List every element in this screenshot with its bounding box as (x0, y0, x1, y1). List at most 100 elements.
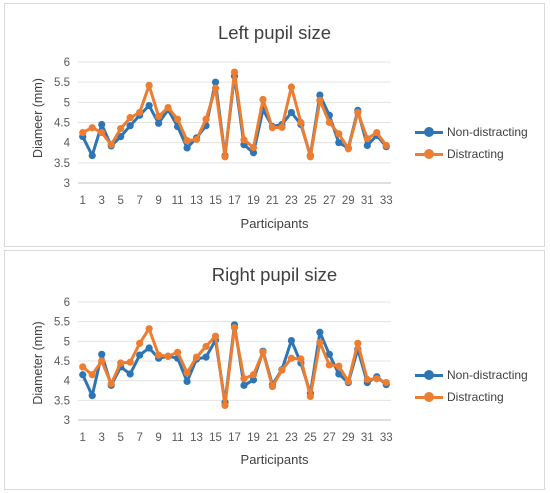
data-point (344, 145, 352, 153)
x-axis-label: Participants (240, 452, 309, 467)
data-point (287, 83, 296, 91)
x-tick-label: 29 (342, 195, 355, 207)
data-point (202, 353, 210, 361)
x-tick-label: 11 (172, 432, 184, 444)
data-point (79, 371, 87, 379)
legend-swatch (415, 148, 443, 160)
y-tick-label: 6 (64, 297, 70, 309)
data-point (145, 81, 153, 89)
data-point (79, 128, 87, 137)
y-tick-label: 5 (64, 336, 70, 348)
data-point (240, 136, 248, 144)
data-point (297, 355, 305, 363)
data-point (240, 375, 248, 383)
chart-title: Right pupil size (211, 264, 338, 285)
y-tick-label: 3 (64, 178, 70, 190)
x-tick-label: 15 (209, 195, 222, 207)
legend-item-distracting: Distracting (415, 143, 528, 165)
y-tick-label: 5.5 (54, 77, 70, 89)
x-tick-label: 11 (172, 195, 184, 207)
x-tick-label: 17 (228, 432, 241, 444)
data-point (240, 381, 248, 389)
data-point (173, 115, 182, 123)
data-point (183, 369, 191, 377)
data-point (249, 143, 258, 152)
data-point (268, 382, 277, 391)
data-point (88, 151, 96, 160)
data-point (164, 352, 172, 360)
data-point (278, 123, 286, 131)
x-tick-label: 9 (155, 195, 161, 207)
data-point (287, 108, 296, 117)
data-point (316, 338, 324, 347)
data-point (98, 357, 106, 365)
left-pupil-chart: Left pupil size Diameer (mm) 3 3.5 4 4.5 5 5.… (4, 3, 545, 247)
data-point (183, 377, 191, 386)
data-point (126, 370, 134, 378)
data-point (211, 332, 220, 340)
x-tick-label: 5 (117, 432, 123, 444)
data-point (249, 376, 258, 384)
data-point (145, 344, 153, 352)
data-point (230, 323, 239, 332)
data-point (155, 351, 163, 359)
data-point (335, 130, 343, 138)
legend-label: Distracting (447, 390, 504, 404)
x-tick-label: 29 (342, 432, 355, 444)
data-point (192, 135, 201, 144)
y-tick-label: 3.5 (54, 395, 70, 407)
data-point (325, 361, 333, 369)
data-point (88, 371, 96, 379)
data-point (354, 339, 362, 347)
data-point (306, 392, 314, 400)
data-point (126, 358, 134, 366)
y-tick-label: 6 (64, 57, 70, 69)
data-point (363, 375, 371, 384)
y-tick-label: 4.5 (54, 356, 70, 368)
data-point (259, 95, 267, 104)
data-point (325, 118, 333, 127)
data-point (373, 375, 381, 383)
x-tick-label: 3 (99, 432, 105, 444)
data-point (297, 118, 305, 127)
x-tick-label: 7 (136, 195, 142, 207)
legend-item-non-distracting: Non-distracting (415, 121, 528, 143)
x-tick-label: 13 (190, 195, 203, 207)
legend-swatch (415, 391, 443, 403)
data-point (79, 363, 87, 371)
x-tick-label: 27 (323, 195, 336, 207)
data-point (98, 120, 106, 129)
data-point (202, 115, 210, 123)
y-tick-label: 5.5 (54, 317, 70, 329)
x-tick-label: 15 (209, 432, 222, 444)
data-point (136, 351, 144, 359)
data-point (126, 114, 134, 122)
data-point (335, 139, 343, 147)
x-tick-label: 33 (380, 432, 393, 444)
data-point (316, 91, 324, 99)
legend: Non-distracting Distracting (415, 121, 528, 165)
data-point (211, 84, 220, 92)
chart-title: Left pupil size (217, 22, 332, 43)
legend: Non-distracting Distracting (415, 364, 528, 408)
data-point (363, 135, 371, 143)
data-point (98, 350, 106, 358)
data-point (164, 103, 172, 112)
data-point (316, 328, 324, 336)
x-tick-label: 3 (99, 195, 105, 207)
data-point (136, 339, 144, 347)
legend-label: Non-distracting (447, 125, 528, 139)
x-tick-label: 1 (80, 432, 86, 444)
legend-label: Distracting (447, 147, 504, 161)
data-point (344, 377, 352, 386)
x-tick-label: 13 (190, 432, 203, 444)
x-tick-label: 19 (247, 432, 260, 444)
x-tick-label: 7 (136, 432, 142, 444)
x-tick-label: 1 (80, 195, 86, 207)
data-point (325, 350, 333, 358)
y-tick-label: 4.5 (54, 118, 70, 130)
data-point (107, 380, 115, 388)
x-tick-label: 31 (361, 432, 374, 444)
data-point (155, 119, 163, 127)
data-point (117, 133, 125, 141)
